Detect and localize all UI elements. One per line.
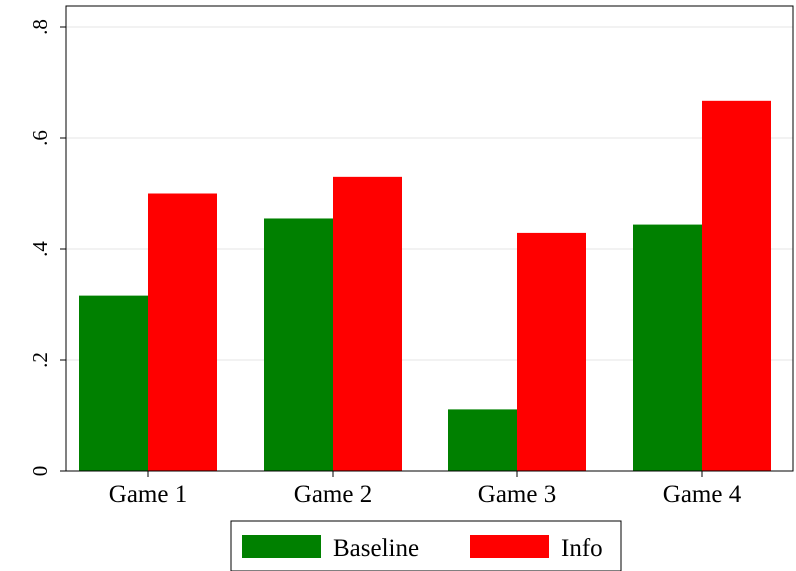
x-tick-label-3: Game 3: [478, 481, 556, 508]
x-tick-label-2: Game 2: [294, 481, 372, 508]
y-axis: 0 .2 .4 .6 .8: [28, 19, 66, 476]
bar-baseline-1: [79, 295, 148, 471]
y-tick-label-3: .6: [28, 130, 52, 146]
bar-baseline-4: [633, 224, 702, 471]
y-tick-label-2: .4: [28, 241, 52, 257]
bar-baseline-3: [448, 409, 517, 471]
y-tick-label-1: .2: [28, 352, 52, 368]
x-tick-label-4: Game 4: [663, 481, 742, 508]
plot-frame: [65, 5, 794, 472]
x-tick-label-1: Game 1: [109, 481, 187, 508]
y-tick-label-0: 0: [28, 466, 52, 477]
bar-info-2: [333, 176, 402, 471]
legend-label-info: Info: [561, 535, 603, 562]
y-tick-label-4: .8: [28, 19, 52, 35]
legend-swatch-baseline: [242, 535, 321, 558]
bar-info-3: [517, 232, 586, 471]
legend-swatch-info: [470, 535, 549, 558]
x-axis: Game 1 Game 2 Game 3 Game 4: [109, 471, 742, 508]
legend-label-baseline: Baseline: [333, 535, 419, 562]
bar-baseline-2: [264, 218, 333, 471]
legend: Baseline Info: [230, 520, 622, 571]
bar-info-4: [702, 100, 771, 471]
bars: [79, 100, 771, 471]
bar-info-1: [148, 193, 217, 471]
